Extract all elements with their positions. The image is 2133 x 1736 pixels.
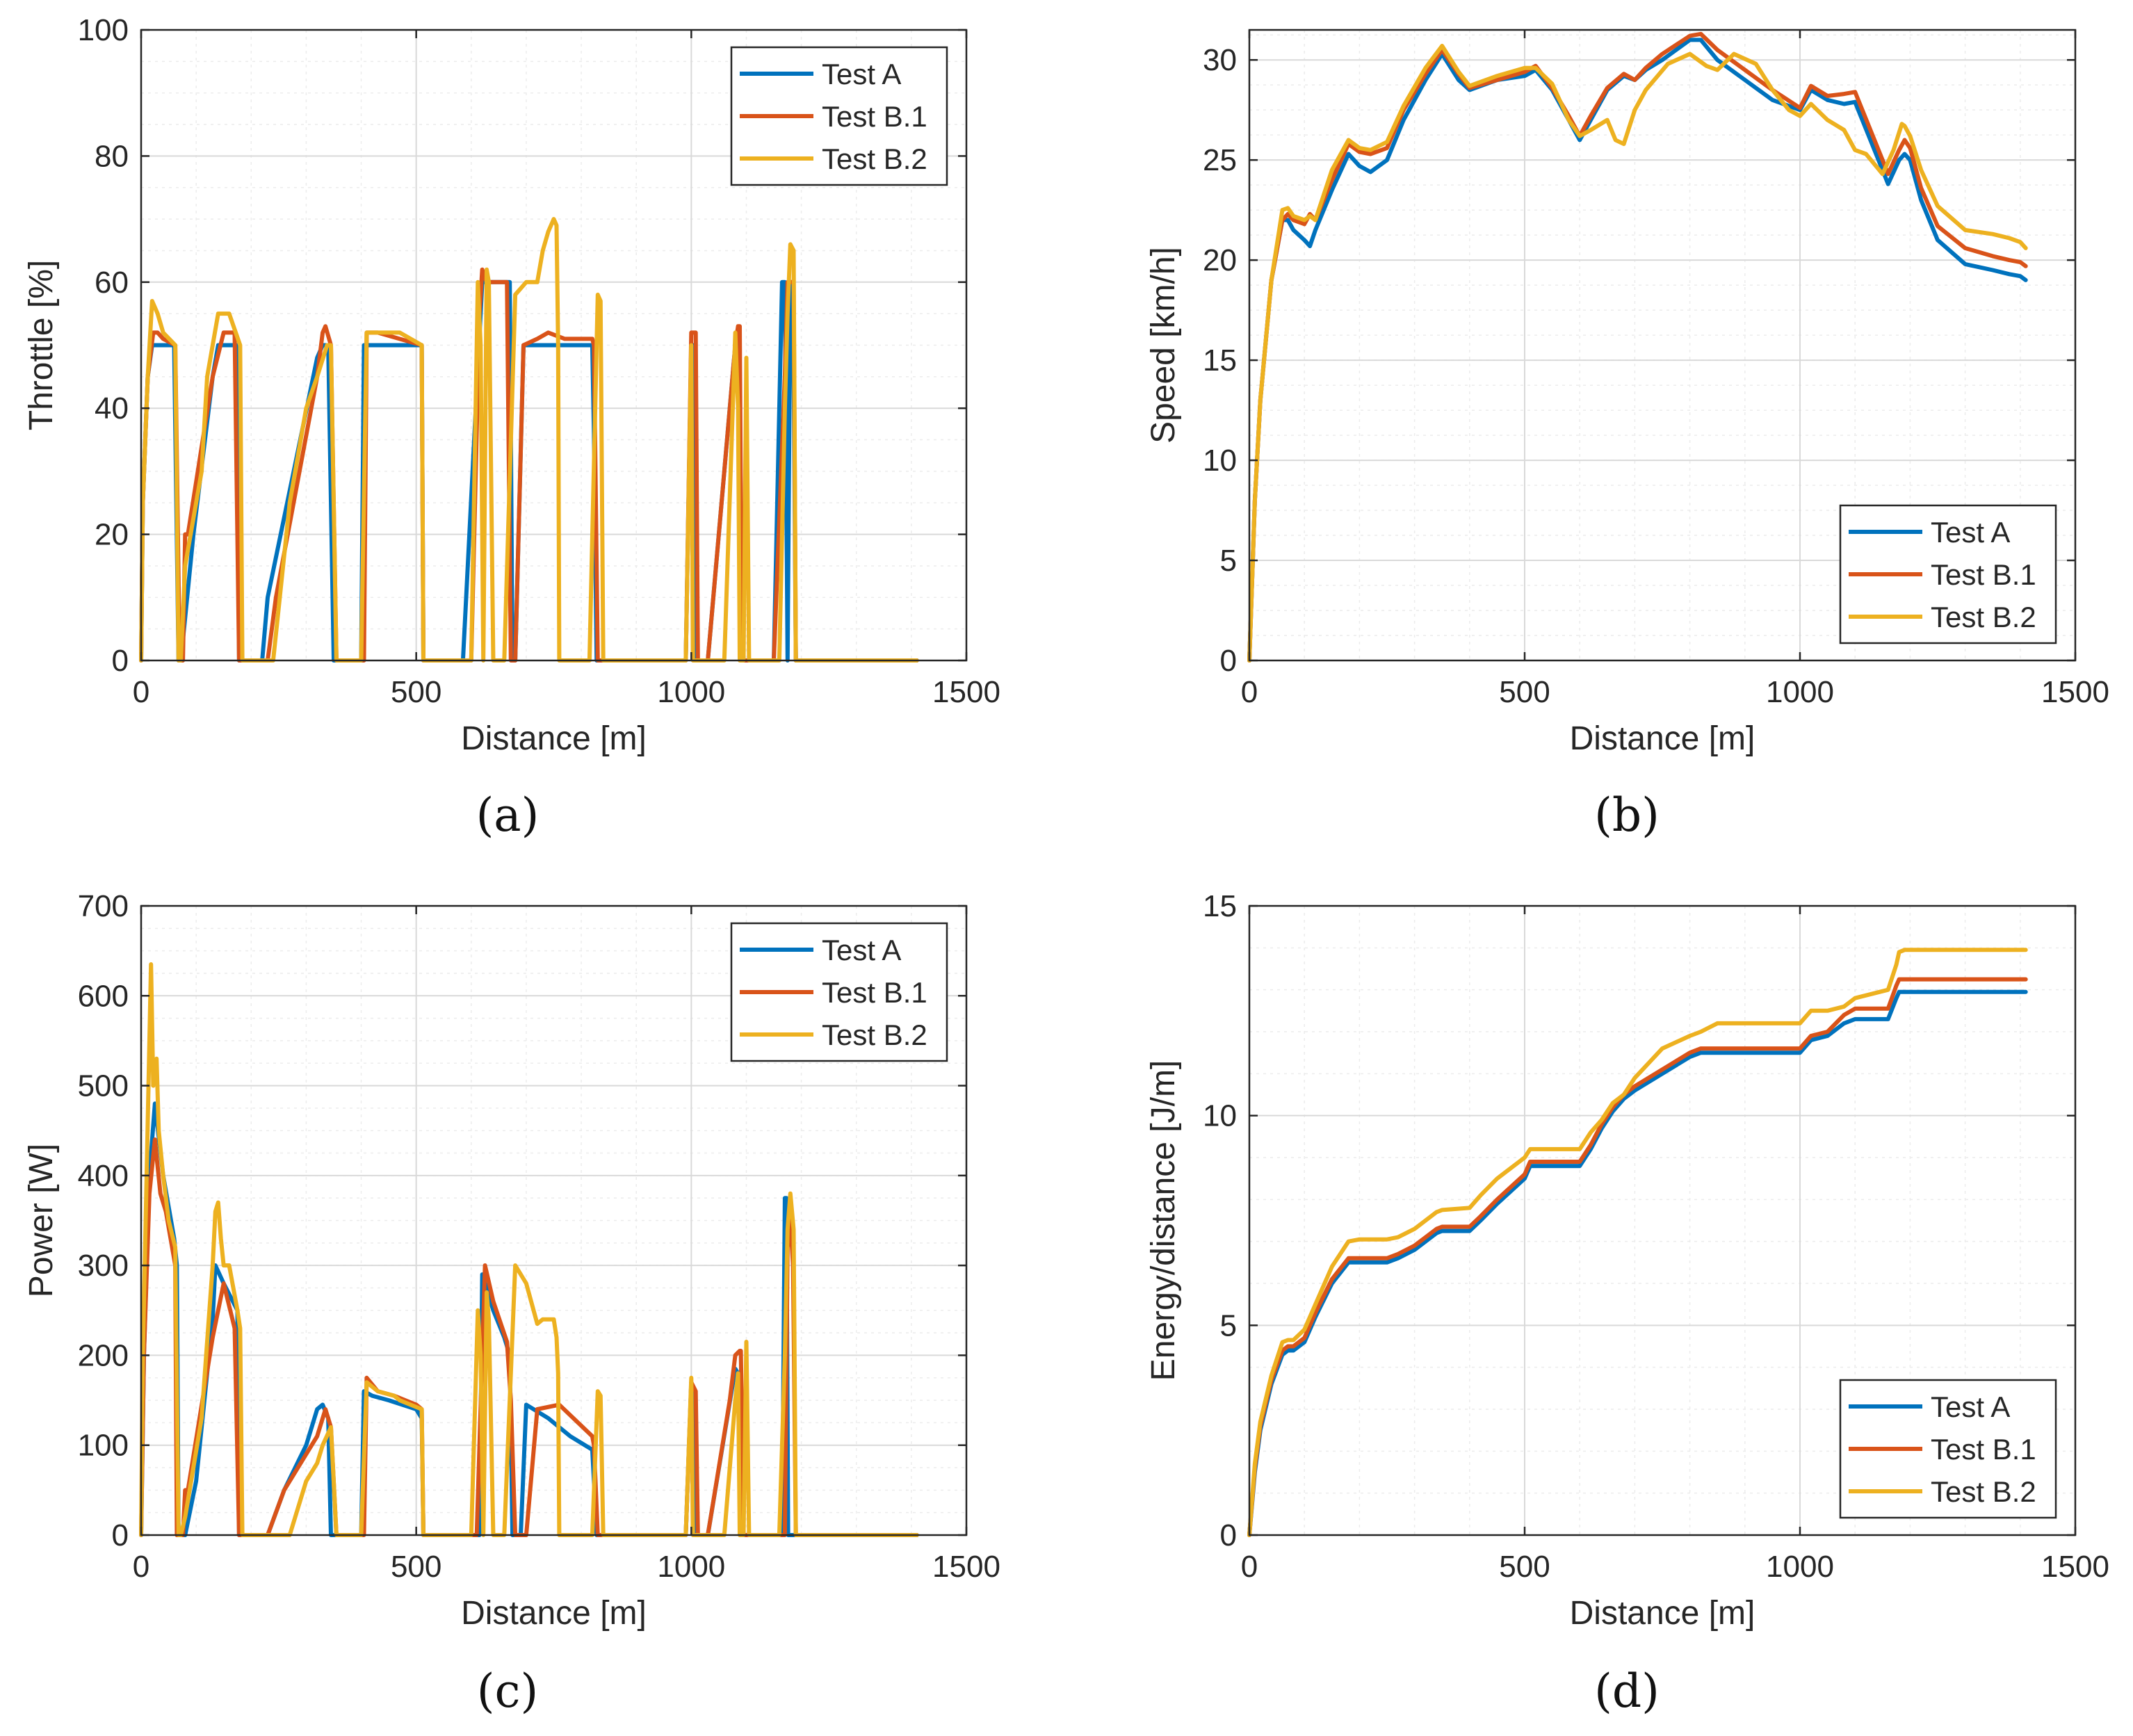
legend-entry: Test B.1: [822, 976, 927, 1009]
x-tick-label: 0: [133, 675, 149, 709]
x-axis-label: Distance [m]: [461, 1595, 647, 1632]
legend-entry: Test B.2: [822, 143, 927, 175]
x-axis-label: Distance [m]: [1570, 1595, 1755, 1632]
series-line-test-b-2: [139, 962, 919, 1537]
x-tick-label: 0: [133, 1550, 149, 1584]
axes-frame: [140, 29, 968, 662]
x-tick-label: 1500: [932, 1550, 1000, 1584]
x-tick-label: 1000: [1766, 675, 1834, 709]
legend: Test A Test B.1 Test B.2: [1839, 1379, 2057, 1519]
grid: [1249, 905, 2076, 1536]
x-tick-label: 0: [1241, 1550, 1258, 1584]
y-tick-label: 80: [95, 139, 129, 173]
x-tick-label: 1500: [2041, 675, 2109, 709]
panel-caption: (d): [1594, 1664, 1660, 1718]
y-axis-label: Throttle [%]: [23, 260, 60, 430]
x-tick-label: 1000: [657, 1550, 725, 1584]
x-tick-label: 500: [1499, 675, 1550, 709]
x-tick-label: 500: [391, 1550, 441, 1584]
ticks: 0 500 1000 1500 0 20 40 60 80 100: [78, 13, 1000, 709]
y-tick-label: 10: [1203, 1099, 1237, 1133]
y-tick-label: 40: [95, 391, 129, 425]
legend-entry: Test B.2: [1931, 1475, 2036, 1508]
y-tick-label: 0: [1220, 1518, 1237, 1552]
series-line-test-b-2: [1247, 44, 2028, 663]
legend-entry: Test A: [822, 934, 901, 966]
y-tick-label: 10: [1203, 444, 1237, 478]
y-tick-label: 15: [1203, 343, 1237, 378]
legend-entry: Test B.2: [822, 1019, 927, 1051]
y-tick-label: 20: [1203, 243, 1237, 277]
panel-caption: (c): [477, 1664, 538, 1718]
series-group: [139, 217, 919, 663]
y-axis-label: Energy/distance [J/m]: [1145, 1060, 1182, 1381]
y-tick-label: 400: [78, 1159, 129, 1193]
y-tick-label: 100: [78, 1429, 129, 1463]
y-tick-label: 700: [78, 889, 129, 923]
x-tick-label: 1000: [657, 675, 725, 709]
y-tick-label: 60: [95, 266, 129, 300]
legend-entry: Test A: [1931, 1390, 2010, 1423]
legend-entry: Test B.2: [1931, 601, 2036, 633]
y-tick-label: 0: [1220, 644, 1237, 678]
legend: Test A Test B.1 Test B.2: [730, 922, 948, 1062]
y-tick-label: 100: [78, 13, 129, 47]
y-tick-label: 0: [112, 1518, 129, 1552]
x-tick-label: 0: [1241, 675, 1258, 709]
chart-panel-b: 0 500 1000 1500 0 5 10 15 20 25 30 Distance [m] Spee…: [1145, 29, 2109, 842]
x-axis-label: Distance [m]: [1570, 720, 1755, 757]
y-axis-label: Power [W]: [23, 1144, 60, 1297]
ticks: 0 500 1000 1500 0 5 10 15 20 25 30: [1203, 30, 2109, 709]
chart-panel-d: 0 500 1000 1500 0 5 10 15 Distance [m] Energy/dis…: [1145, 889, 2109, 1718]
series-line-test-b-1: [1247, 977, 2028, 1537]
legend-entry: Test A: [822, 58, 901, 90]
y-tick-label: 0: [112, 644, 129, 678]
axes-frame: [1248, 29, 2077, 662]
y-tick-label: 500: [78, 1069, 129, 1103]
legend: Test A Test B.1 Test B.2: [730, 46, 948, 186]
ticks: 0 500 1000 1500 0 100 200 300 400 500 600 700: [78, 889, 1000, 1584]
x-tick-label: 1500: [2041, 1550, 2109, 1584]
series-line-test-b-2: [1247, 948, 2028, 1537]
series-group: [1247, 31, 2028, 663]
panel-caption: (b): [1594, 788, 1660, 842]
series-line-test-b-2: [139, 217, 919, 663]
legend: Test A Test B.1 Test B.2: [1839, 504, 2057, 644]
y-tick-label: 15: [1203, 889, 1237, 923]
ticks: 0 500 1000 1500 0 5 10 15: [1203, 889, 2109, 1584]
y-tick-label: 600: [78, 979, 129, 1013]
y-tick-label: 25: [1203, 143, 1237, 177]
y-tick-label: 300: [78, 1249, 129, 1283]
legend-entry: Test B.1: [822, 100, 927, 133]
axes-frame: [140, 904, 968, 1536]
x-tick-label: 500: [391, 675, 441, 709]
legend-entry: Test B.1: [1931, 558, 2036, 591]
y-tick-label: 30: [1203, 43, 1237, 77]
y-tick-label: 20: [95, 518, 129, 552]
y-tick-label: 200: [78, 1338, 129, 1372]
chart-panel-c: 0 500 1000 1500 0 100 200 300 400 500 600 700 Distan…: [23, 889, 1000, 1718]
legend-entry: Test A: [1931, 516, 2010, 549]
x-tick-label: 1500: [932, 675, 1000, 709]
series-line-test-a: [1247, 989, 2028, 1537]
x-tick-label: 1000: [1766, 1550, 1834, 1584]
x-tick-label: 500: [1499, 1550, 1550, 1584]
x-axis-label: Distance [m]: [461, 720, 647, 757]
y-axis-label: Speed [km/h]: [1145, 247, 1182, 444]
axes-frame: [1248, 904, 2077, 1536]
series-group: [1247, 948, 2028, 1537]
y-tick-label: 5: [1220, 544, 1237, 578]
legend-entry: Test B.1: [1931, 1433, 2036, 1466]
y-tick-label: 5: [1220, 1308, 1237, 1342]
chart-panel-a: 0 500 1000 1500 0 20 40 60 80 100 Distance [m] Thro…: [23, 13, 1000, 842]
panel-caption: (a): [476, 788, 540, 842]
